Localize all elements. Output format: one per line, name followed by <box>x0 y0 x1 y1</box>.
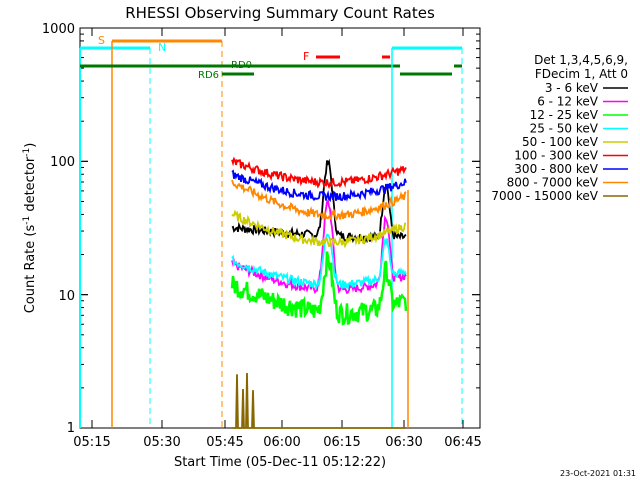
legend-label: 7000 - 15000 keV <box>491 189 598 203</box>
x-tick-label-0645: 06:45 <box>444 435 481 450</box>
legend-label: 3 - 6 keV <box>545 81 599 95</box>
x-tick-label-0545: 05:45 <box>206 435 243 450</box>
series-line <box>232 372 406 429</box>
y-tick-label-1000: 1000 <box>42 22 75 37</box>
x-tick-label-0530: 05:30 <box>143 435 180 450</box>
y-tick-label-1: 1 <box>67 421 75 436</box>
series-line <box>230 251 408 326</box>
series-line <box>231 209 407 249</box>
legend-label: 12 - 25 keV <box>530 108 599 122</box>
y-tick-label-100: 100 <box>50 155 75 170</box>
y-tick-label-10: 10 <box>58 289 75 304</box>
legend-label: 100 - 300 keV <box>514 149 598 163</box>
legend: Det 1,3,4,5,6,9, FDecim 1, Att 0 3 - 6 k… <box>491 53 628 203</box>
series-line <box>231 233 407 291</box>
legend-header-2: FDecim 1, Att 0 <box>535 67 628 81</box>
series-line <box>231 156 407 190</box>
legend-label: 6 - 12 keV <box>537 95 599 109</box>
s-label: S <box>98 34 105 47</box>
x-tick-label-0615: 06:15 <box>323 435 360 450</box>
data-traces <box>230 156 408 429</box>
y-axis-label: Count Rate (s-1 detector-1) <box>22 143 38 314</box>
n-label: N <box>158 41 166 54</box>
timestamp: 23-Oct-2021 01:31 <box>560 469 636 478</box>
x-axis-label: Start Time (05-Dec-11 05:12:22) <box>174 455 386 470</box>
plot-frame <box>79 27 481 429</box>
f-label: F <box>303 50 309 63</box>
legend-header-1: Det 1,3,4,5,6,9, <box>534 53 628 67</box>
x-tick-label-0600: 06:00 <box>263 435 300 450</box>
rd6-label: RD6 <box>198 70 219 81</box>
series-line <box>231 169 407 203</box>
chart-title: RHESSI Observing Summary Count Rates <box>125 4 435 22</box>
x-tick-label-0630: 06:30 <box>385 435 422 450</box>
x-tick-label-0515: 05:15 <box>73 435 110 450</box>
legend-label: 300 - 800 keV <box>514 162 598 176</box>
rd0-label: RD0 <box>231 60 252 71</box>
legend-label: 50 - 100 keV <box>522 135 599 149</box>
legend-label: 25 - 50 keV <box>530 122 599 136</box>
axis-ticks <box>80 27 480 429</box>
series-line <box>231 179 407 222</box>
state-bars: N S RD0 RD6 F <box>79 34 463 428</box>
legend-label: 800 - 7000 keV <box>507 176 599 190</box>
